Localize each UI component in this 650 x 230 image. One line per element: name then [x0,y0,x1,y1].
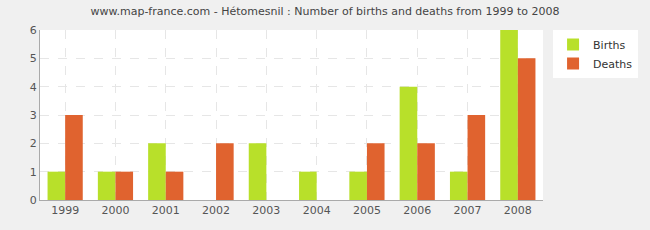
svg-text:2004: 2004 [303,204,331,217]
svg-text:2007: 2007 [454,204,482,217]
svg-text:2008: 2008 [504,204,532,217]
svg-text:1: 1 [30,166,37,179]
svg-text:Births: Births [593,39,625,52]
svg-text:2001: 2001 [152,204,180,217]
svg-text:2006: 2006 [403,204,431,217]
svg-text:2000: 2000 [101,204,129,217]
svg-text:2002: 2002 [202,204,230,217]
svg-text:2003: 2003 [252,204,280,217]
svg-text:3: 3 [30,109,37,122]
svg-text:2: 2 [30,137,37,150]
svg-text:6: 6 [30,24,37,37]
svg-text:1999: 1999 [51,204,79,217]
svg-text:0: 0 [30,194,37,207]
svg-text:5: 5 [30,52,37,65]
svg-text:Deaths: Deaths [593,58,632,71]
svg-text:4: 4 [30,81,37,94]
svg-text:2005: 2005 [353,204,381,217]
svg-text:www.map-france.com - Hétomesni: www.map-france.com - Hétomesnil : Number… [90,5,559,18]
